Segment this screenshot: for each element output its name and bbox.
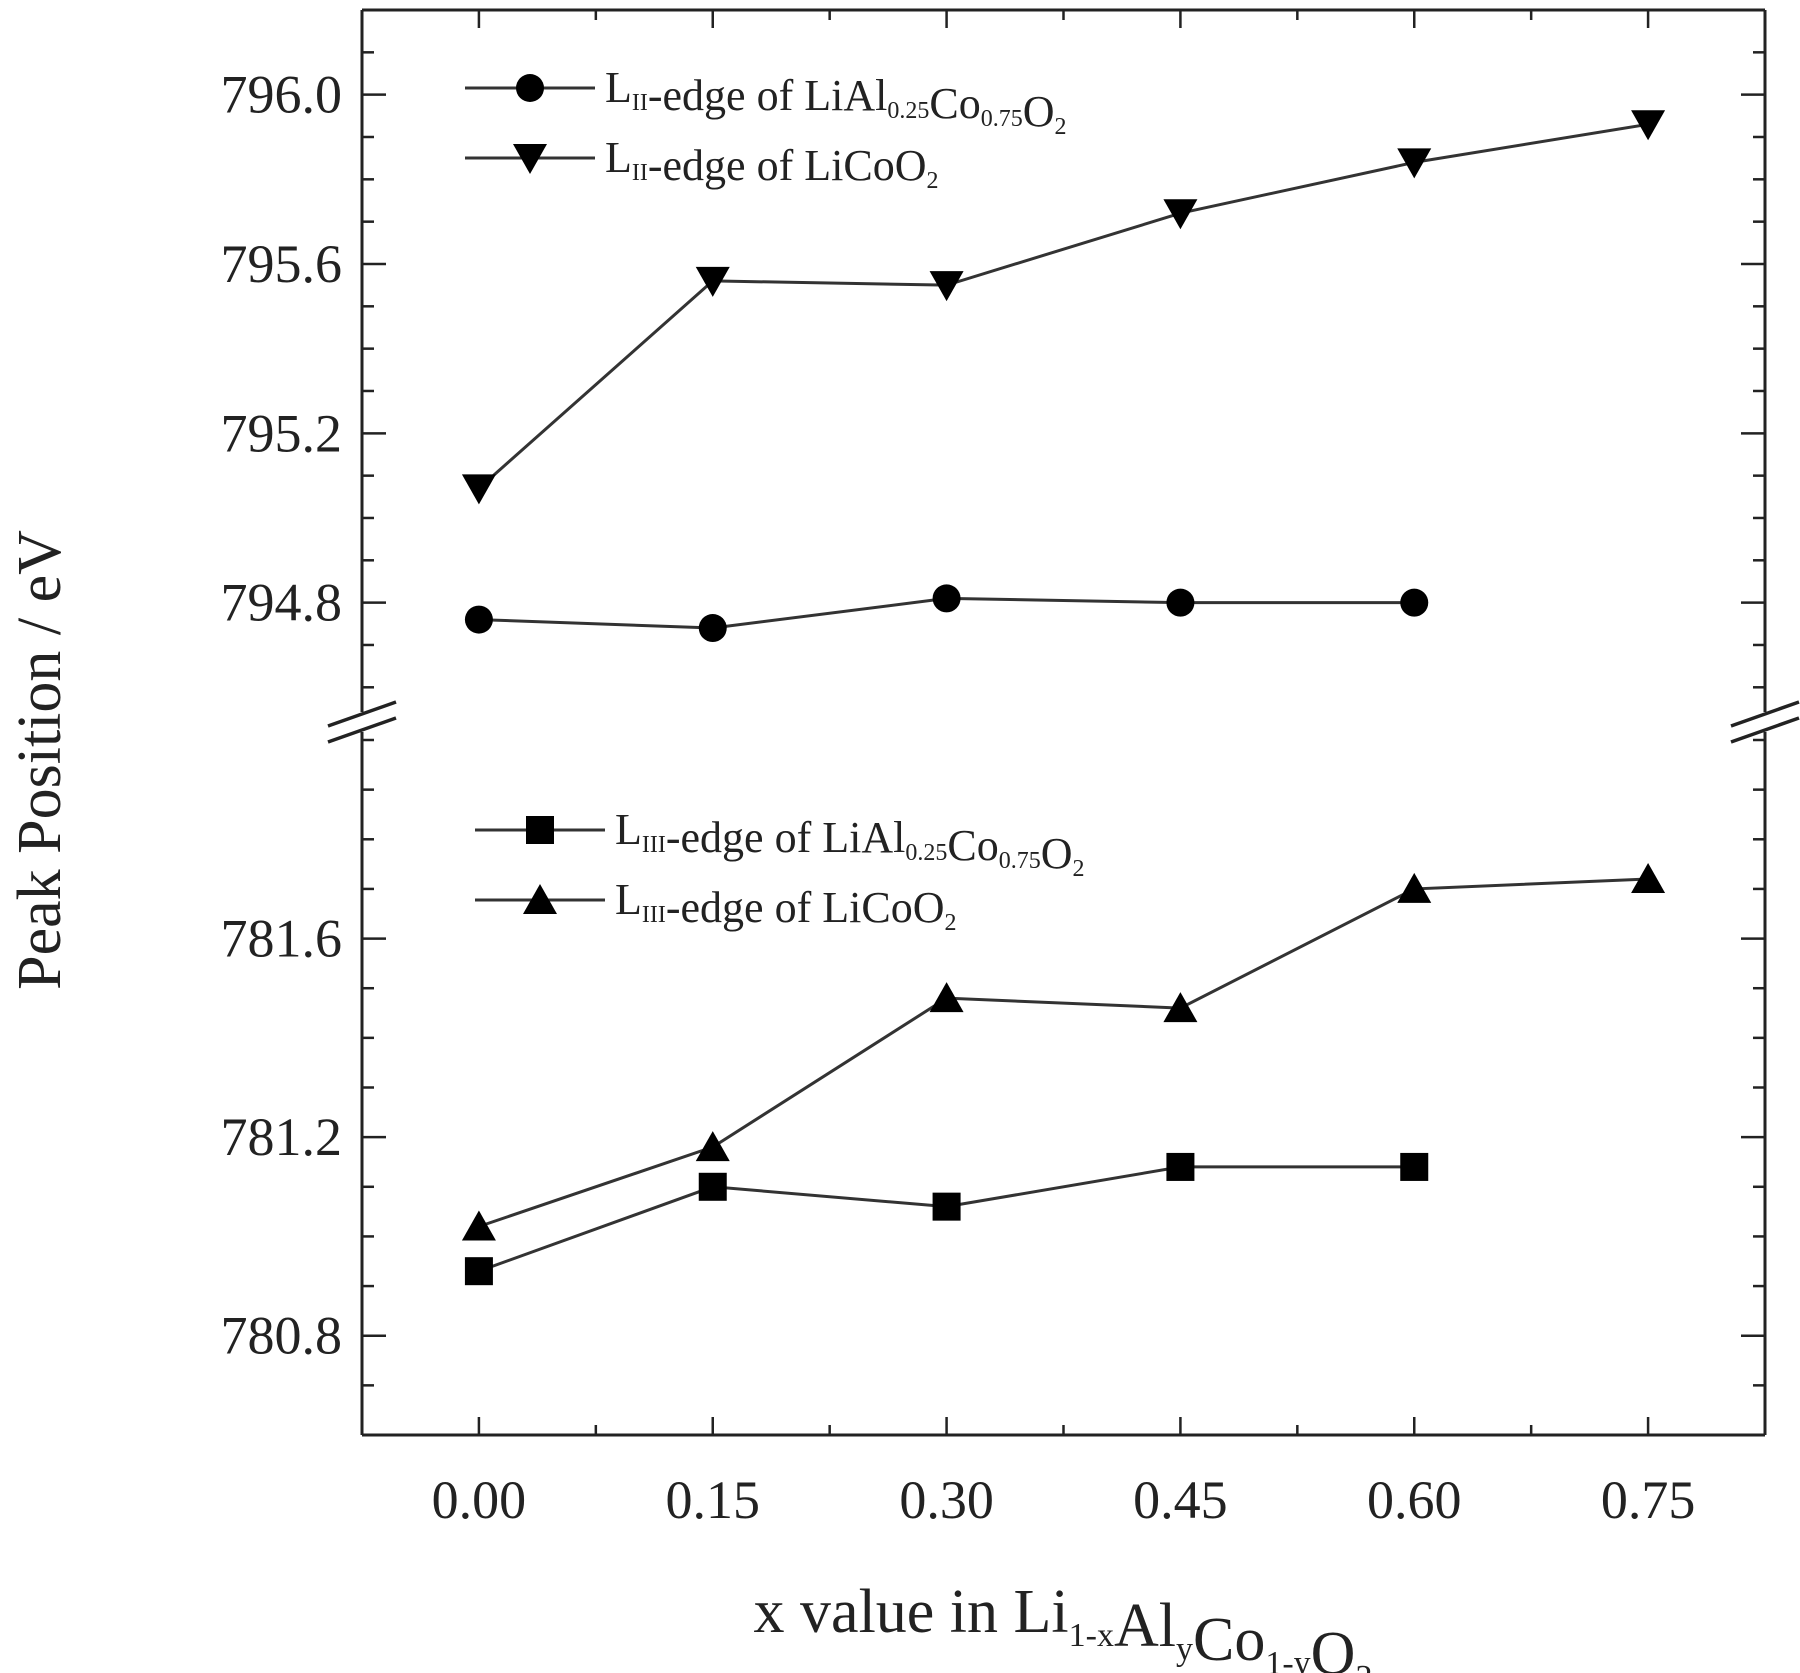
data-point-triangle-up	[523, 884, 557, 914]
data-point-triangle-down	[1163, 199, 1198, 230]
legend-sub3: 0.75	[999, 848, 1041, 874]
legend-tail: -edge of LiCoO	[666, 883, 945, 932]
legend-sub2: 2	[944, 910, 956, 936]
data-point-triangle-up	[929, 982, 964, 1013]
y-axis-title: Peak Position / eV	[6, 530, 74, 990]
legend-tail: -edge of LiCoO	[648, 141, 927, 190]
data-point-square	[1400, 1152, 1429, 1181]
data-point-triangle-down	[929, 271, 964, 302]
data-point-square	[698, 1172, 727, 1201]
data-point-triangle-down	[513, 144, 547, 174]
legend-tail: -edge of LiAl	[648, 71, 887, 120]
legend-label: LIII-edge of LiAl0.25Co0.75O2	[615, 805, 1084, 882]
legend-mid: Co	[947, 821, 998, 870]
legend-label: LIII-edge of LiCoO2	[615, 875, 956, 936]
plot-frame	[327, 8, 1800, 1437]
legend-sub4: 2	[1054, 114, 1066, 140]
data-point-square	[464, 1257, 493, 1286]
legend-sub-edge: III	[642, 902, 666, 928]
series-line-upper-1	[477, 122, 1649, 490]
data-point-square	[932, 1192, 961, 1221]
legend-label: LII-edge of LiCoO2	[605, 133, 938, 194]
axis-titles: Peak Position / eVx value in Li1-xAlyCo1…	[6, 530, 1372, 1673]
data-point-triangle-up	[1163, 992, 1198, 1023]
legend-mid: Co	[929, 79, 980, 128]
legend-sub2: 2	[926, 168, 938, 194]
series-markers	[461, 110, 1666, 1286]
legend-mid2: O	[1041, 829, 1073, 878]
legend-sub-edge: III	[642, 832, 666, 858]
legend-sub3: 0.75	[981, 106, 1023, 132]
legend-main: L	[615, 805, 642, 854]
legend-main: L	[605, 133, 632, 182]
data-point-circle	[1400, 588, 1429, 617]
data-point-triangle-up	[695, 1131, 730, 1162]
data-point-circle	[516, 74, 544, 102]
x-title-sub1: 1-x	[1069, 1617, 1114, 1654]
data-point-triangle-up	[1631, 863, 1666, 893]
axis-ticks: 0.00 0.15 0.30 0.45 0.60 0.75 794.8 795.2 795.6 7…	[221, 8, 1765, 1530]
legend-sub-edge: II	[632, 90, 648, 116]
y-tick-label: 780.8	[221, 1306, 343, 1366]
x-title-mid3: O	[1311, 1620, 1356, 1673]
x-tick-label: 0.75	[1601, 1470, 1696, 1530]
axis-break-mark	[327, 700, 397, 728]
data-point-circle	[932, 584, 961, 613]
x-axis-title: x value in Li1-xAlyCo1-yO2	[754, 1578, 1373, 1673]
x-title-sub3: 1-y	[1265, 1645, 1310, 1673]
data-point-circle	[1166, 588, 1195, 617]
x-tick-label: 0.15	[666, 1470, 761, 1530]
y-tick-label: 781.6	[221, 909, 343, 969]
data-point-circle	[698, 614, 727, 643]
x-tick-label: 0.45	[1133, 1470, 1228, 1530]
series-lines	[477, 122, 1649, 1273]
axis-break-mark	[1730, 700, 1800, 728]
y-tick-label: 795.6	[221, 234, 343, 294]
legend-mid2: O	[1023, 87, 1055, 136]
data-point-triangle-down	[695, 266, 730, 297]
x-tick-label: 0.30	[899, 1470, 994, 1530]
data-point-square	[1166, 1152, 1195, 1181]
axis-break-mark	[327, 716, 397, 744]
x-tick-label: 0.00	[432, 1470, 527, 1530]
legend-entry: LIII-edge of LiCoO2	[475, 875, 956, 936]
data-point-triangle-up	[461, 1210, 496, 1241]
y-tick-label: 781.2	[221, 1107, 343, 1167]
data-point-triangle-down	[461, 474, 496, 505]
data-point-triangle-down	[1631, 110, 1666, 141]
x-title-text: x value in Li	[754, 1578, 1069, 1646]
legend-sub4: 2	[1072, 856, 1084, 882]
x-title-mid1: Al	[1114, 1592, 1176, 1660]
y-tick-label: 796.0	[221, 65, 343, 125]
x-tick-label: 0.60	[1367, 1470, 1462, 1530]
series-line-lower-1	[478, 877, 1649, 1228]
data-point-triangle-down	[1397, 148, 1432, 179]
axis-break-mark	[1730, 716, 1800, 744]
x-title-sub2: y	[1176, 1631, 1193, 1668]
legend-sub2: 0.25	[887, 98, 929, 124]
x-title-sub4: 2	[1355, 1659, 1372, 1673]
legend-main: L	[615, 875, 642, 924]
data-point-circle	[464, 605, 493, 634]
data-point-square	[526, 816, 554, 844]
legend-label: LII-edge of LiAl0.25Co0.75O2	[605, 63, 1066, 140]
y-tick-label: 795.2	[221, 403, 343, 463]
legend-sub-edge: II	[632, 160, 648, 186]
data-point-triangle-up	[1397, 872, 1432, 903]
legend-tail: -edge of LiAl	[666, 813, 905, 862]
legend-entry: LIII-edge of LiAl0.25Co0.75O2	[475, 805, 1084, 882]
x-title-mid2: Co	[1193, 1606, 1265, 1673]
legend-main: L	[605, 63, 632, 112]
y-tick-label: 794.8	[221, 573, 343, 633]
legend-entry: LII-edge of LiCoO2	[465, 133, 938, 194]
legend-sub2: 0.25	[905, 840, 947, 866]
legend-entry: LII-edge of LiAl0.25Co0.75O2	[465, 63, 1066, 140]
